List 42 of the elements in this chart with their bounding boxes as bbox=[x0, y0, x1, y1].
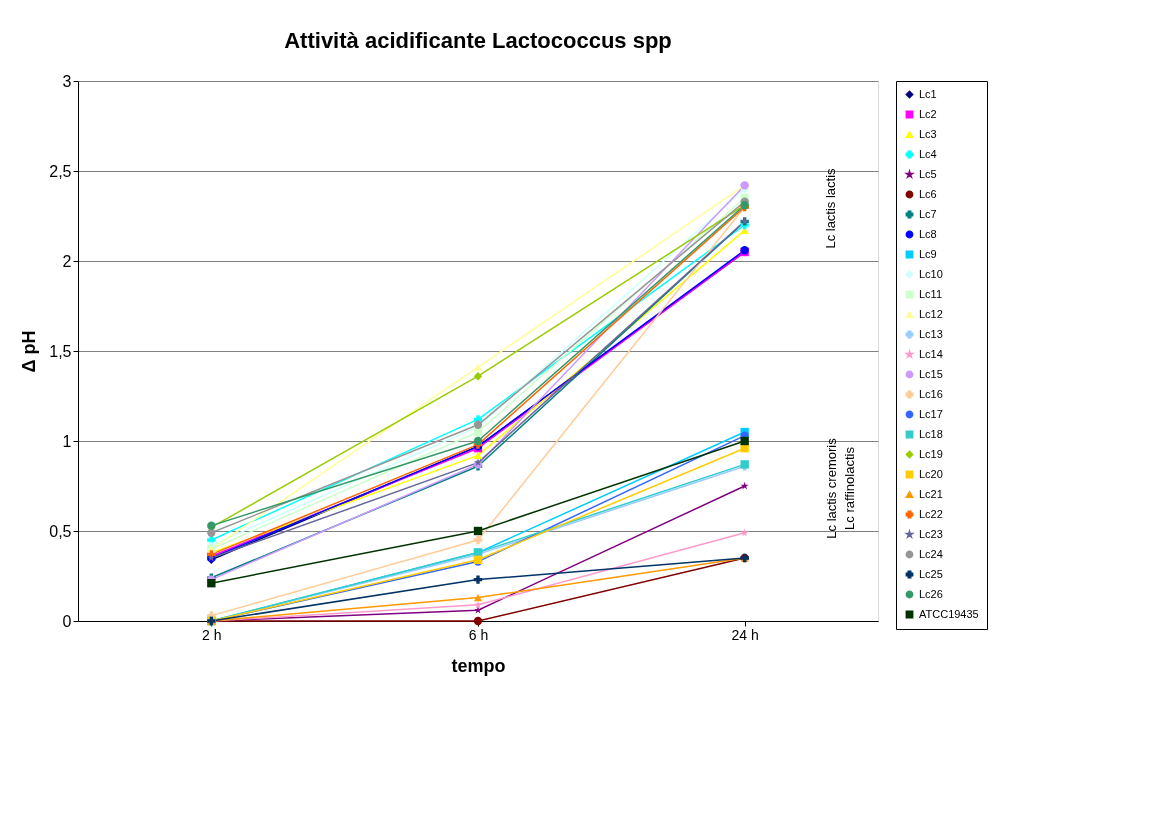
legend-label: Lc22 bbox=[919, 507, 943, 520]
legend-label: Lc19 bbox=[919, 447, 943, 460]
legend-label: Lc12 bbox=[919, 307, 943, 320]
y-axis-title: Δ pH bbox=[19, 330, 40, 373]
y-tick-label: 2 bbox=[62, 252, 72, 270]
chart-title: Attività acidificante Lactococcus spp bbox=[284, 28, 672, 53]
legend-label: Lc3 bbox=[919, 127, 937, 140]
x-axis-title: tempo bbox=[451, 655, 506, 676]
y-tick-label: 0,5 bbox=[49, 522, 72, 540]
legend-label: Lc5 bbox=[919, 167, 937, 180]
annotation: Lc lactis lactis bbox=[822, 167, 838, 249]
y-tick-label: 2,5 bbox=[49, 162, 72, 180]
legend-label: Lc24 bbox=[919, 547, 943, 560]
y-tick-label: 3 bbox=[62, 72, 72, 90]
legend-label: Lc11 bbox=[919, 287, 943, 300]
y-tick-label: 1,5 bbox=[49, 342, 72, 360]
legend-label: Lc15 bbox=[919, 367, 943, 380]
legend-label: Lc4 bbox=[919, 147, 937, 160]
legend-label: Lc7 bbox=[919, 207, 937, 220]
legend-label: Lc8 bbox=[919, 227, 937, 240]
legend-label: Lc10 bbox=[919, 267, 943, 280]
y-tick-label: 1 bbox=[62, 432, 72, 450]
annotation: Lc lactis cremoris Lc raffinolactis bbox=[824, 437, 857, 539]
legend-label: Lc17 bbox=[919, 407, 943, 420]
legend-label: Lc6 bbox=[919, 187, 937, 200]
legend-label: Lc18 bbox=[919, 427, 943, 440]
legend-label: Lc2 bbox=[919, 107, 937, 120]
legend-label: Lc23 bbox=[919, 527, 943, 540]
legend-label: Lc13 bbox=[919, 327, 943, 340]
legend-label: Lc1 bbox=[919, 87, 937, 100]
legend-label: Lc26 bbox=[919, 587, 943, 600]
legend-label: Lc25 bbox=[919, 567, 943, 580]
legend-label: Lc14 bbox=[919, 347, 943, 360]
x-tick-label: 24 h bbox=[731, 626, 759, 643]
x-tick-label: 6 h bbox=[468, 626, 489, 643]
legend-label: Lc16 bbox=[919, 387, 943, 400]
legend-label: ATCC19435 bbox=[919, 607, 979, 620]
legend-label: Lc20 bbox=[919, 467, 943, 480]
legend-label: Lc9 bbox=[919, 247, 937, 260]
y-tick-label: 0 bbox=[62, 612, 72, 630]
legend-label: Lc21 bbox=[919, 487, 943, 500]
x-tick-label: 2 h bbox=[202, 626, 222, 643]
